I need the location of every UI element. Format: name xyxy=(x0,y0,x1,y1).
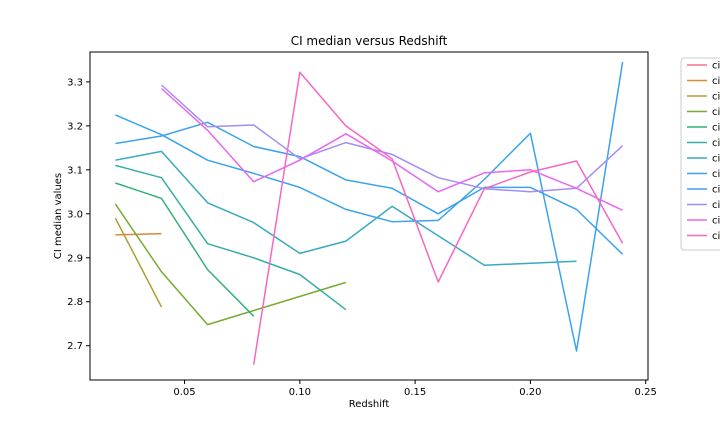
x-axis-label: Redshift xyxy=(349,399,390,410)
legend-label-7: ci xyxy=(712,169,720,180)
series-line-1 xyxy=(115,232,162,236)
series-line-5 xyxy=(115,164,347,311)
series-line-6 xyxy=(115,150,577,266)
x-tick-label-4: 0.25 xyxy=(635,387,657,398)
y-tick-label-3: 3.0 xyxy=(67,209,83,220)
series-line-7 xyxy=(115,61,624,352)
y-tick-label-4: 3.1 xyxy=(67,165,83,176)
x-tick-label-0: 0.05 xyxy=(173,387,195,398)
legend-label-6: ci xyxy=(712,154,720,165)
legend-label-10: ci xyxy=(712,216,720,227)
series-line-2 xyxy=(114,217,163,308)
legend-label-3: ci xyxy=(712,107,720,118)
legend-label-9: ci xyxy=(712,200,720,211)
series-line-11 xyxy=(252,71,624,365)
x-tick-label-2: 0.15 xyxy=(404,387,426,398)
y-tick-label-5: 3.2 xyxy=(67,121,83,132)
y-axis: 2.7 2.8 2.9 3.0 3.1 3.2 3.3 xyxy=(67,77,90,352)
legend-label-8: ci xyxy=(712,185,720,196)
y-tick-label-2: 2.9 xyxy=(67,253,83,264)
x-axis: 0.05 0.10 0.15 0.20 0.25 xyxy=(173,380,657,398)
y-axis-label: CI median values xyxy=(53,173,64,259)
series-line-4 xyxy=(115,182,255,317)
y-tick-label-0: 2.7 xyxy=(67,341,83,352)
plot-lines xyxy=(114,61,624,365)
y-tick-label-6: 3.3 xyxy=(67,77,83,88)
series-line-9 xyxy=(160,84,624,193)
chart-title: CI median versus Redshift xyxy=(291,34,448,48)
legend-label-1: ci xyxy=(712,76,720,87)
x-tick-label-1: 0.10 xyxy=(289,387,311,398)
series-line-10 xyxy=(160,87,623,211)
legend-label-5: ci xyxy=(712,138,720,149)
legend-label-4: ci xyxy=(712,123,720,134)
x-tick-label-3: 0.20 xyxy=(519,387,541,398)
plot-frame xyxy=(89,51,649,381)
legend: ci ci ci ci ci ci ci ci ci ci ci ci xyxy=(680,57,720,251)
legend-label-2: ci xyxy=(712,92,720,103)
legend-box xyxy=(680,57,720,251)
legend-label-11: ci xyxy=(712,231,720,242)
y-tick-label-1: 2.8 xyxy=(67,297,83,308)
series-line-3 xyxy=(114,203,347,326)
legend-label-0: ci xyxy=(712,61,720,72)
